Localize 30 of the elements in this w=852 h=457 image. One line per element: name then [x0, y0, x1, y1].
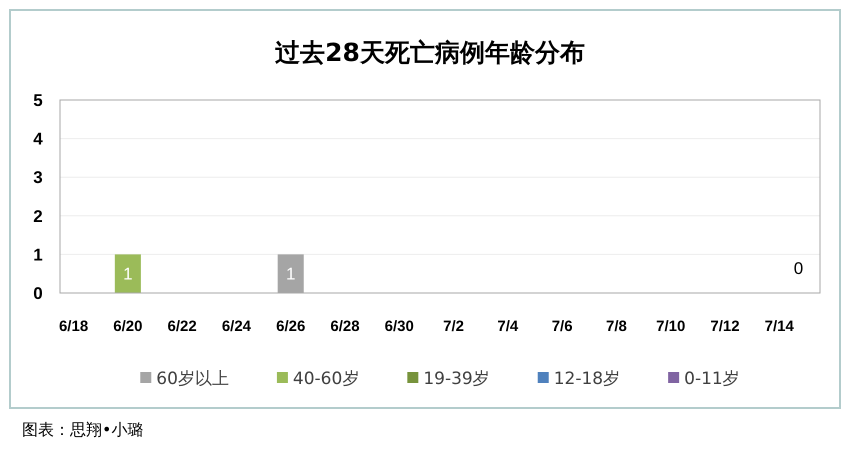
x-tick-label: 7/14	[764, 318, 795, 335]
y-tick-label: 0	[33, 284, 43, 303]
legend-label: 60岁以上	[156, 369, 229, 389]
chart-title: 过去28天死亡病例年龄分布	[274, 38, 585, 67]
x-tick-label: 6/26	[276, 318, 306, 335]
x-tick-label: 7/6	[552, 318, 573, 335]
x-tick-label: 7/8	[606, 318, 627, 335]
y-tick-label: 4	[33, 130, 44, 149]
text: 图表：思翔•小璐	[22, 420, 144, 439]
legend-label: 40-60岁	[292, 369, 360, 389]
x-tick-label: 6/24	[222, 318, 252, 335]
x-tick-label: 6/20	[113, 318, 142, 335]
x-tick-label: 6/28	[330, 318, 360, 335]
y-tick-label: 2	[33, 206, 43, 226]
x-tick-label: 7/2	[443, 318, 464, 335]
data-label: 1	[286, 264, 296, 284]
y-tick-label: 1	[33, 245, 43, 264]
x-tick-label: 6/22	[168, 318, 197, 335]
data-label: 0	[794, 259, 804, 278]
legend-label: 12-18岁	[554, 369, 620, 389]
data-label: 1	[123, 264, 133, 284]
x-tick-label: 6/18	[58, 318, 88, 335]
x-tick-label: 6/30	[384, 318, 414, 335]
x-tick-label: 7/10	[656, 318, 686, 335]
x-tick-label: 7/4	[497, 318, 519, 335]
legend-label: 0-11岁	[684, 369, 740, 389]
y-tick-label: 5	[33, 91, 43, 110]
y-tick-label: 3	[33, 168, 43, 188]
x-tick-label: 7/12	[710, 318, 740, 335]
legend-label: 19-39岁	[423, 369, 490, 389]
